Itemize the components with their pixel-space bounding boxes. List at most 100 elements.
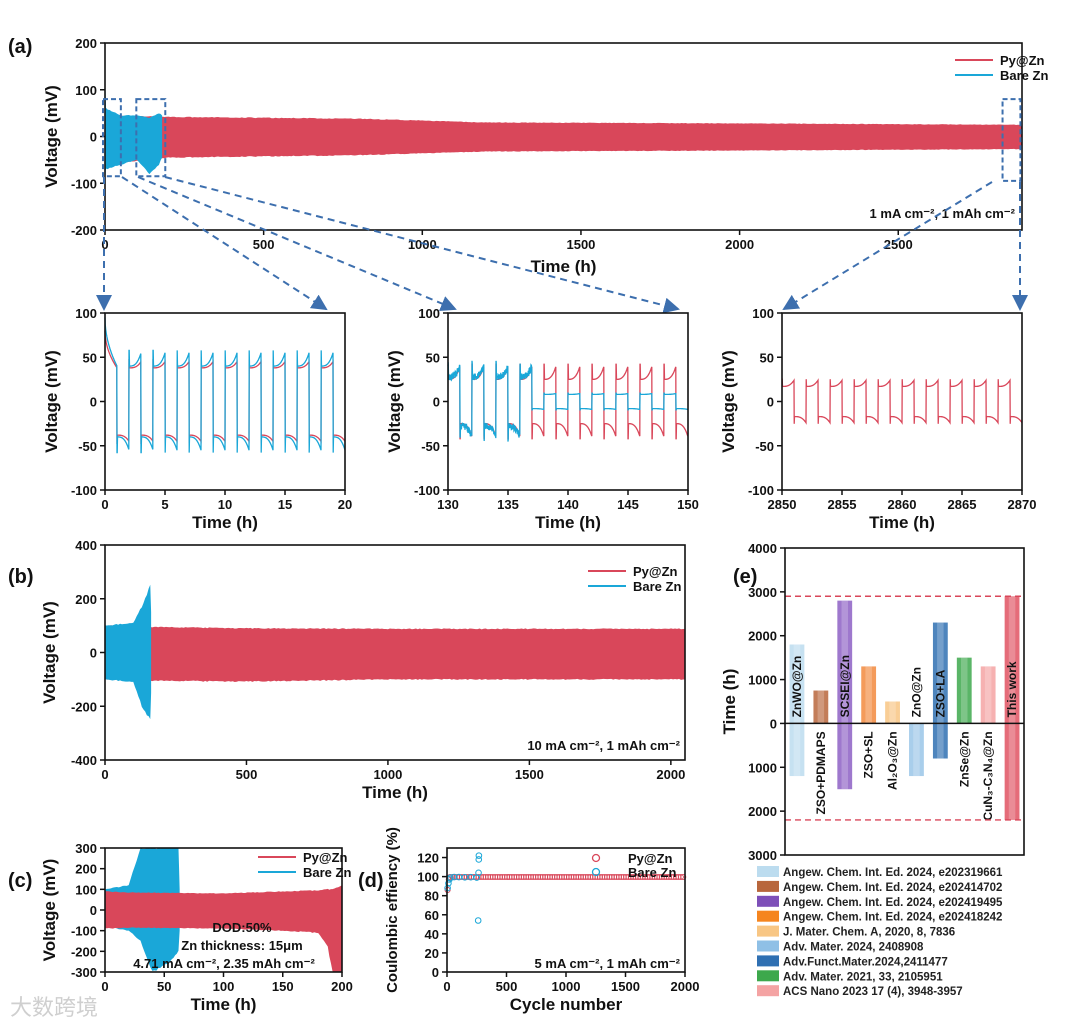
y-tick-label: -100 (71, 176, 97, 191)
panel-label: (d) (358, 870, 384, 892)
y-tick-label: 0 (433, 395, 440, 410)
y-tick-label: 400 (75, 538, 97, 553)
y-tick-label: 0 (432, 965, 439, 980)
point-bare-zn (475, 918, 481, 924)
figure: 0 500 1000 1500 2000 2500 -200 -100 0 100 200 Time … (0, 0, 1080, 1030)
legend-label: Py@Zn (1000, 53, 1045, 68)
x-tick-label: 0 (101, 767, 108, 782)
y-tick-label: -200 (71, 699, 97, 714)
x-axis-title: Time (h) (192, 513, 258, 532)
bar-label: ZnO@Zn (909, 667, 923, 717)
y-tick-label: -50 (755, 439, 774, 454)
y-tick-label: -100 (71, 924, 97, 939)
bar-highlight (985, 666, 992, 723)
x-axis-title: Time (h) (362, 783, 428, 802)
legend-reference: ACS Nano 2023 17 (4), 3948-3957 (783, 986, 963, 998)
bar-highlight (961, 658, 968, 724)
legend-label: Py@Zn (303, 850, 348, 865)
y-axis-title: Coulombic effiency (%) (384, 827, 401, 993)
y-tick-label: 200 (75, 862, 97, 877)
bar-label: This work (1005, 661, 1019, 717)
x-tick-label: 2870 (1008, 497, 1037, 512)
panel-label: (e) (733, 566, 757, 588)
y-tick-label: 100 (75, 83, 97, 98)
x-tick-label: 100 (213, 979, 235, 994)
legend-label: Bare Zn (303, 865, 351, 880)
x-axis-title: Cycle number (510, 995, 623, 1014)
legend-swatch (757, 955, 779, 966)
y-tick-label: 50 (760, 350, 774, 365)
panel-label: (b) (8, 566, 34, 588)
y-tick-label: 50 (426, 350, 440, 365)
y-tick-label: 80 (425, 889, 439, 904)
legend-reference: Angew. Chem. Int. Ed. 2024, e202418242 (783, 912, 1002, 924)
x-tick-label: 140 (557, 497, 579, 512)
y-tick-label: 40 (425, 927, 439, 942)
legend-reference: Adv.Funct.Mater.2024,2411477 (783, 956, 948, 968)
y-tick-label: -400 (71, 753, 97, 768)
y-tick-label: 0 (767, 395, 774, 410)
zoom-arrow (784, 182, 992, 309)
y-axis-title: Voltage (mV) (40, 859, 59, 962)
watermark: 大数跨境 (10, 996, 98, 1021)
y-tick-label: 200 (75, 592, 97, 607)
legend-swatch (757, 970, 779, 981)
x-tick-label: 2000 (671, 979, 700, 994)
x-tick-label: 2000 (725, 237, 754, 252)
x-tick-label: 2860 (888, 497, 917, 512)
legend-swatch (757, 926, 779, 937)
x-tick-label: 500 (496, 979, 518, 994)
y-tick-label: -100 (71, 483, 97, 498)
y-tick-label: 0 (770, 716, 777, 731)
x-tick-label: 1000 (408, 237, 437, 252)
y-axis-title: Voltage (mV) (40, 601, 59, 704)
y-tick-label: 1000 (748, 673, 777, 688)
point-bare-zn (476, 853, 482, 859)
x-tick-label: 0 (101, 979, 108, 994)
x-tick-label: 20 (338, 497, 352, 512)
panel-label: (c) (8, 870, 32, 892)
legend-reference: Adv. Mater. 2021, 33, 2105951 (783, 971, 943, 983)
annotation: 1 mA cm⁻², 1 mAh cm⁻² (870, 206, 1016, 221)
bar-label: CuN₃-C₃N₄@Zn (981, 731, 995, 820)
bar-highlight (865, 666, 872, 723)
zoom-arrow (165, 177, 678, 309)
y-axis-title: Voltage (mV) (385, 350, 404, 453)
bar-label: ZSO+PDMAPS (814, 731, 828, 814)
y-axis-title: Voltage (mV) (42, 350, 61, 453)
x-tick-label: 150 (677, 497, 699, 512)
series-py-zn-band (105, 625, 685, 682)
y-tick-label: 100 (75, 306, 97, 321)
x-tick-label: 1000 (373, 767, 402, 782)
y-tick-label: -200 (71, 944, 97, 959)
y-tick-label: 100 (752, 306, 774, 321)
y-tick-label: 1000 (748, 760, 777, 775)
legend-marker (593, 855, 600, 862)
annotation: 10 mA cm⁻², 1 mAh cm⁻² (527, 738, 680, 753)
x-tick-label: 2000 (656, 767, 685, 782)
legend-reference: Adv. Mater. 2024, 2408908 (783, 942, 924, 954)
legend-swatch (757, 911, 779, 922)
x-tick-label: 50 (157, 979, 171, 994)
y-tick-label: 0 (90, 903, 97, 918)
x-tick-label: 1000 (552, 979, 581, 994)
y-tick-label: 200 (75, 36, 97, 51)
figure-canvas: 0 500 1000 1500 2000 2500-200-1000100200Time … (0, 0, 1080, 1030)
series-bare-zn-band (105, 585, 151, 719)
panel-label: (a) (8, 36, 32, 58)
x-tick-label: 145 (617, 497, 639, 512)
legend-swatch (757, 881, 779, 892)
y-tick-label: 2000 (748, 804, 777, 819)
x-tick-label: 150 (272, 979, 294, 994)
legend-label: Py@Zn (633, 564, 678, 579)
y-tick-label: -100 (748, 483, 774, 498)
y-tick-label: -300 (71, 965, 97, 980)
y-tick-label: -50 (78, 439, 97, 454)
y-tick-label: 0 (90, 646, 97, 661)
x-axis-title: Time (h) (191, 995, 257, 1014)
y-tick-label: 300 (75, 841, 97, 856)
x-tick-label: 135 (497, 497, 519, 512)
legend-label: Bare Zn (1000, 68, 1048, 83)
bar-label: ZnSe@Zn (957, 731, 971, 787)
bar-label: Al₂O₃@Zn (886, 731, 900, 790)
